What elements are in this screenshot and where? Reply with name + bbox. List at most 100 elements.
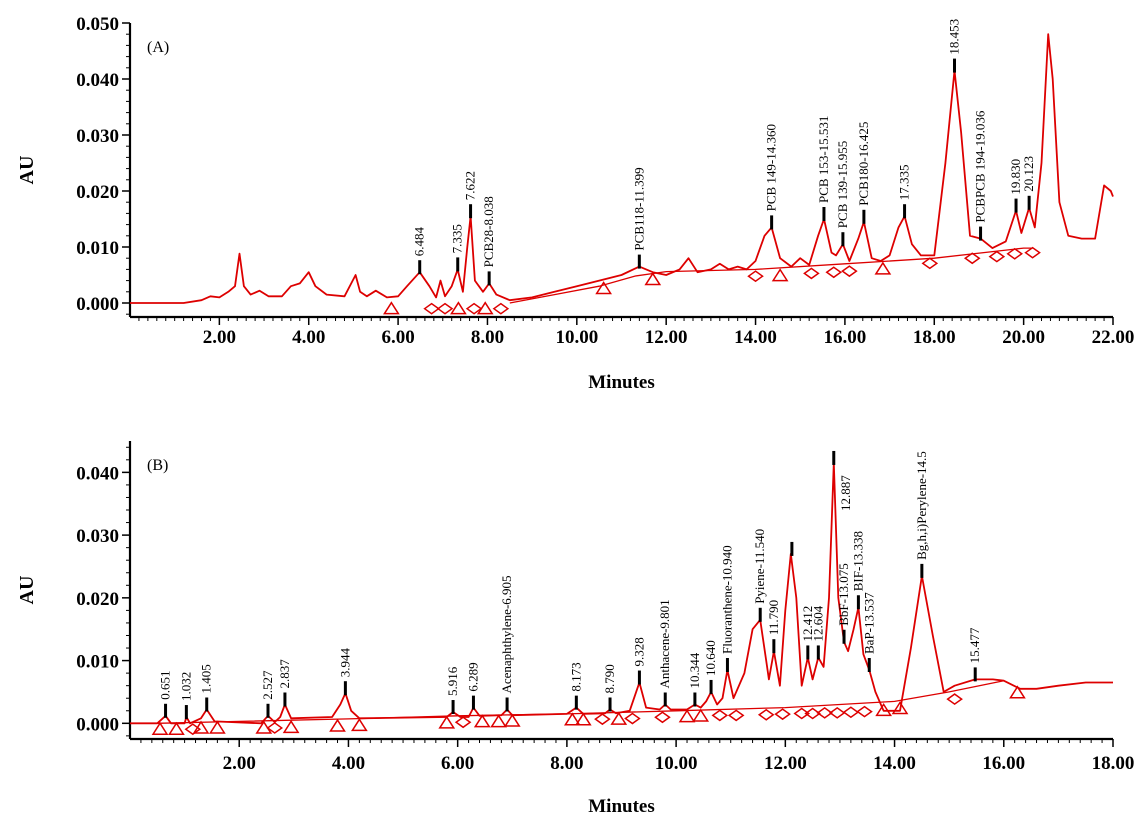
peak-label: 19.830	[1008, 159, 1023, 195]
y-tick-label: 0.010	[76, 238, 119, 259]
baseline-marker-triangle	[151, 721, 169, 735]
peak-label: BIF-13.338	[850, 531, 865, 591]
peak-label: 7.622	[463, 171, 478, 200]
y-tick-label: 0.020	[76, 589, 119, 610]
peak-label: 10.640	[703, 640, 718, 676]
baseline-marker-diamond	[492, 302, 510, 315]
peak-label: PCB118-11.399	[631, 167, 646, 250]
y-axis-title: AU	[16, 576, 38, 605]
baseline-marker-triangle	[563, 712, 581, 726]
baseline-marker-diamond	[423, 302, 440, 315]
baseline-marker-triangle	[490, 714, 507, 728]
x-tick-label: 16.00	[982, 753, 1025, 774]
baseline-marker-diamond	[184, 723, 202, 736]
baseline-marker-triangle	[610, 711, 628, 725]
baseline-marker-diamond	[988, 250, 1006, 263]
peak-label: 18.453	[947, 19, 962, 55]
y-tick-label: 0.010	[76, 652, 119, 673]
peak-label: 12.412	[800, 606, 815, 642]
x-tick-label: 18.00	[1092, 753, 1135, 774]
baseline-marker-diamond	[816, 706, 833, 719]
baseline-marker-triangle	[771, 268, 789, 282]
x-tick-label: 10.00	[655, 753, 698, 774]
peak-label: 9.328	[631, 637, 646, 666]
x-tick-label: 8.00	[550, 753, 583, 774]
y-tick-label: 0.040	[76, 463, 119, 484]
x-tick-label: 14.00	[734, 327, 777, 348]
baseline-marker-triangle	[168, 721, 185, 735]
baseline-marker-triangle	[351, 718, 368, 732]
x-tick-label: 4.00	[332, 753, 365, 774]
peak-label: 10.344	[687, 652, 702, 688]
y-tick-label: 0.050	[76, 14, 119, 35]
baseline-marker-diamond	[921, 257, 939, 270]
y-tick-label: 0.030	[76, 126, 119, 147]
baseline-marker-diamond	[1006, 247, 1023, 260]
baseline-marker-diamond	[1024, 246, 1041, 259]
peak-label: 20.123	[1021, 156, 1036, 192]
x-tick-label: 6.00	[441, 753, 474, 774]
peak-label: 11.790	[766, 600, 781, 635]
baseline-marker-triangle	[503, 713, 521, 727]
baseline-marker-diamond	[757, 708, 775, 721]
peak-label: 15.477	[967, 627, 982, 663]
peak-label: 3.944	[337, 647, 352, 677]
chart-panel-b: 2.00 4.00 6.00 8.00 10.00 12.00 14.00 16.00 18.0…	[16, 441, 1134, 817]
peak-label: PCB180-16.425	[856, 122, 871, 206]
peak-label: PCBPCB 194-19.036	[973, 110, 988, 222]
peak-label: 8.790	[602, 664, 617, 693]
x-tick-label: 10.00	[555, 327, 598, 348]
baseline-marker-diamond	[436, 302, 454, 315]
baseline-marker-triangle	[874, 261, 892, 275]
peak-label: Fluoranthene-10.940	[719, 545, 734, 654]
y-tick-label: 0.000	[76, 714, 119, 735]
baseline-marker-triangle	[875, 702, 892, 717]
baseline-marker-triangle	[692, 708, 710, 722]
peak-label: 2.837	[277, 659, 292, 689]
baseline-marker-diamond	[266, 722, 284, 734]
peak-label: PCB 139-15.955	[835, 141, 850, 228]
integration-baseline	[509, 247, 1033, 304]
baseline-marker-diamond	[774, 708, 791, 721]
baseline-marker-diamond	[825, 266, 843, 279]
x-tick-label: 8.00	[471, 327, 504, 348]
baseline-marker-diamond	[946, 693, 963, 706]
baseline-marker-triangle	[473, 714, 491, 728]
baseline-marker-diamond	[624, 712, 641, 725]
x-tick-label: 12.00	[645, 327, 688, 348]
baseline-marker-diamond	[963, 252, 981, 265]
baseline-marker-triangle	[644, 272, 662, 286]
baseline-marker-triangle	[450, 301, 467, 315]
baseline-marker-triangle	[383, 301, 400, 315]
baseline-marker-triangle	[438, 715, 456, 729]
peak-label: Pyiene-11.540	[752, 529, 767, 604]
x-tick-label: 2.00	[203, 327, 236, 348]
x-tick-label: 2.00	[223, 753, 256, 774]
peak-label: 2.527	[260, 670, 275, 700]
peak-label: 0.651	[158, 671, 173, 700]
panel-label: (A)	[147, 39, 169, 56]
baseline-marker-triangle	[891, 701, 909, 715]
peak-label: 1.032	[178, 672, 193, 701]
baseline-marker-triangle	[282, 719, 300, 734]
baseline-marker-diamond	[454, 716, 472, 729]
x-tick-label: 4.00	[292, 327, 325, 348]
x-tick-label: 20.00	[1002, 327, 1045, 348]
baseline-marker-diamond	[793, 707, 811, 720]
peak-label: Bg,h,i)Perylene-14.5	[914, 451, 929, 560]
baseline-marker-diamond	[594, 713, 611, 726]
y-tick-label: 0.040	[76, 70, 119, 91]
baseline-marker-diamond	[856, 705, 873, 718]
x-tick-label: 6.00	[381, 327, 414, 348]
x-axis-title: Minutes	[588, 372, 655, 393]
baseline-marker-triangle	[678, 709, 696, 723]
x-tick-label: 18.00	[913, 327, 956, 348]
x-tick-label: 14.00	[873, 753, 916, 774]
peak-label: BaP-13.537	[861, 592, 876, 654]
peak-label: Anthacene-9.801	[657, 599, 672, 688]
baseline-marker-diamond	[727, 709, 745, 722]
x-tick-label: 22.00	[1092, 327, 1135, 348]
y-tick-label: 0.030	[76, 526, 119, 547]
